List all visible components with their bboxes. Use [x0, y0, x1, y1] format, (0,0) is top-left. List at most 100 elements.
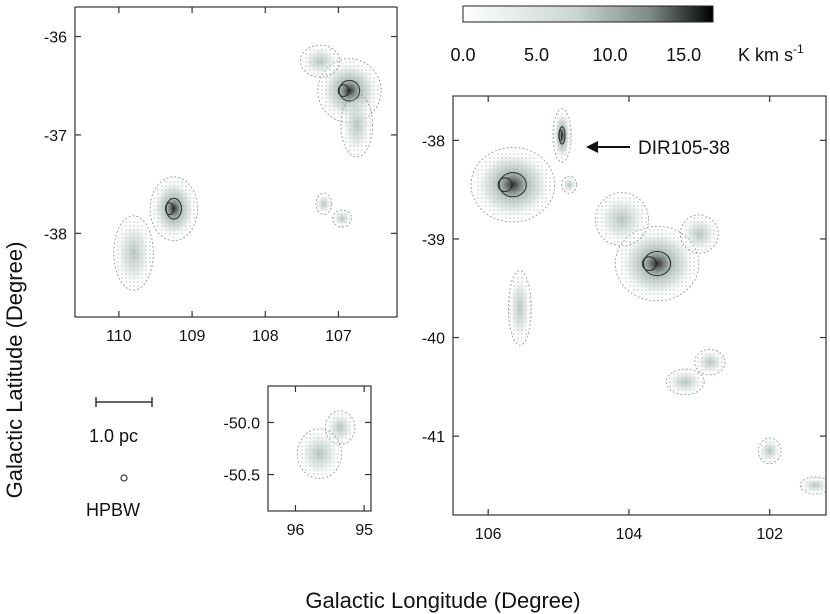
cloud-contour-core: [164, 202, 174, 216]
scale-bar: 1.0 pc: [89, 397, 153, 446]
cloud: [508, 270, 532, 346]
cloud-contour: [799, 476, 826, 495]
x-tick-label: 108: [252, 328, 279, 345]
cloud-intensity: [326, 412, 354, 444]
annotation-label: DIR105-38: [638, 138, 730, 159]
beam-label: HPBW: [86, 500, 140, 520]
cloud: [296, 428, 343, 479]
cloud: [594, 192, 649, 247]
y-tick-label: -40: [422, 331, 445, 348]
cloud-intensity: [759, 439, 781, 463]
cloud: [113, 215, 154, 291]
panel-frame: [452, 95, 827, 516]
cloud-contour: [694, 348, 726, 376]
cloud-contour: [594, 192, 649, 247]
cloud-intensity: [316, 193, 332, 214]
colorbar-unit: K km s-1: [738, 42, 804, 65]
panel-bottom-middle: 96 95 -50.0 -50.5: [224, 385, 373, 539]
beam: HPBW: [86, 474, 140, 520]
cloud-contour: [757, 437, 782, 465]
panel-frame: [267, 385, 372, 512]
cloud: [315, 192, 333, 215]
colorbar-tick-label: 0.0: [450, 45, 475, 65]
x-tick-label: 95: [355, 522, 373, 539]
cloud-intensity: [509, 273, 531, 343]
cloud-contour: [561, 175, 578, 194]
x-tick-label: 104: [616, 526, 643, 543]
panel-top-left: 110 109 108 107 -36 -37 -38: [44, 6, 398, 345]
cloud: [340, 92, 374, 158]
cloud: [665, 368, 705, 396]
cloud-intensity: [298, 430, 341, 477]
colorbar-tick-label: 15.0: [666, 45, 701, 65]
annotation-arrowhead: [586, 141, 598, 153]
y-tick-label: -39: [422, 232, 445, 249]
y-tick-label: -38: [422, 133, 445, 150]
x-tick-label: 106: [475, 526, 502, 543]
cloud-contour: [679, 214, 719, 254]
y-tick-label: -38: [44, 226, 67, 243]
y-tick-label: -37: [44, 128, 67, 145]
cloud-intensity: [115, 218, 152, 288]
x-tick-label: 107: [325, 328, 352, 345]
cloud: [679, 214, 719, 254]
x-tick-label: 109: [179, 328, 206, 345]
cloud-contour-core: [558, 130, 563, 141]
cloud: [614, 225, 700, 302]
colorbar-tick-label: 10.0: [593, 45, 628, 65]
cloud: [149, 176, 198, 242]
cloud-intensity: [342, 95, 372, 155]
cloud-contour-core: [641, 256, 657, 272]
x-tick-label: 102: [756, 526, 783, 543]
beam-circle: [120, 474, 128, 482]
cloud: [799, 476, 826, 495]
cloud: [332, 209, 353, 228]
colorbar-gradient: [462, 5, 714, 23]
x-tick-label: 110: [106, 328, 132, 345]
cloud-intensity: [474, 150, 552, 220]
cloud-contour: [113, 215, 154, 291]
cloud-contour: [149, 176, 198, 242]
cloud: [561, 175, 578, 194]
y-tick-label: -50.0: [224, 415, 261, 432]
cloud-layer: [296, 410, 356, 479]
scale-bar-label: 1.0 pc: [89, 426, 138, 446]
cloud-intensity: [667, 370, 703, 394]
cloud-intensity: [681, 216, 717, 252]
cloud-contour: [470, 147, 556, 223]
annotation-dir105-38: DIR105-38: [586, 138, 730, 159]
colorbar-tick-label: 5.0: [524, 45, 549, 65]
colorbar: 0.0 5.0 10.0 15.0 K km s-1: [450, 5, 804, 65]
cloud: [552, 108, 572, 163]
cloud: [757, 437, 782, 465]
cloud-contour: [315, 192, 333, 215]
panel-right: 106 104 102 -38 -39 -40 -41: [422, 95, 827, 543]
cloud-contour: [552, 108, 572, 163]
cloud-intensity: [562, 176, 577, 193]
cloud: [324, 410, 356, 445]
x-axis-label: Galactic Longitude (Degree): [305, 588, 580, 613]
cloud-contour: [665, 368, 705, 396]
cloud-contour: [299, 44, 341, 78]
cloud-contour-inner: [643, 251, 672, 277]
cloud-contour: [614, 225, 700, 302]
y-axis-label: Galactic Latitude (Degree): [2, 242, 27, 499]
cloud-intensity: [695, 350, 724, 375]
cloud-contour: [340, 92, 374, 158]
y-tick-label: -41: [422, 429, 445, 446]
cloud-contour: [508, 270, 532, 346]
cloud-layer: [470, 108, 826, 495]
cloud-intensity: [801, 477, 826, 494]
x-tick-label: 96: [287, 522, 305, 539]
cloud-contour: [296, 428, 343, 479]
cloud-contour-core: [497, 177, 513, 193]
colorbar-unit-exponent: -1: [793, 42, 804, 56]
cloud-contour-core: [337, 84, 350, 98]
y-tick-label: -36: [44, 30, 67, 47]
cloud-intensity: [597, 194, 647, 244]
cloud: [299, 44, 341, 78]
cloud: [694, 348, 726, 376]
cloud-contour: [332, 209, 353, 228]
y-tick-label: -50.5: [224, 468, 261, 485]
